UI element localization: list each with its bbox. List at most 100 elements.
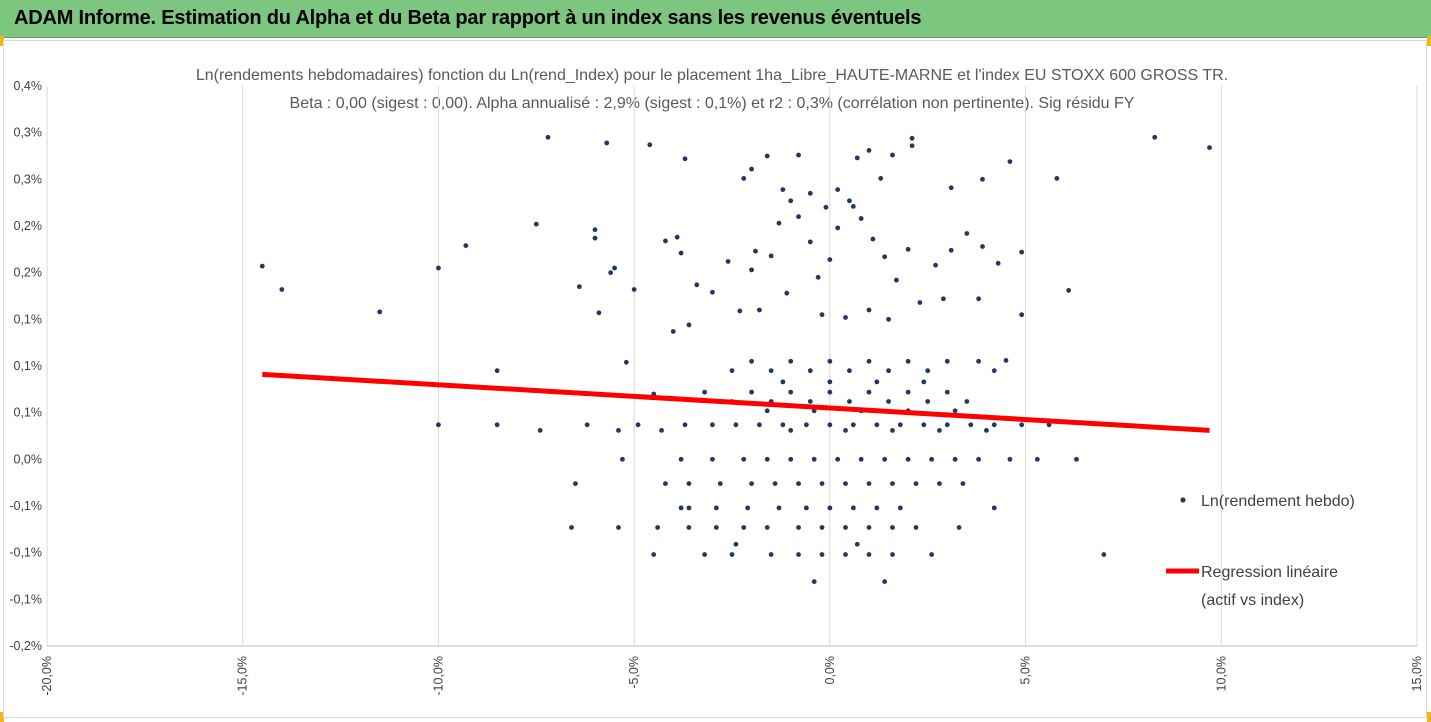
data-point <box>858 456 864 462</box>
y-tick-label: 0,2% <box>14 219 43 233</box>
data-point <box>803 422 809 428</box>
corner-accent-right <box>1427 36 1431 46</box>
data-point <box>647 142 653 148</box>
data-point <box>776 505 782 511</box>
data-point <box>807 368 813 374</box>
x-tick-label: -10,0% <box>431 656 445 696</box>
data-point <box>576 284 582 290</box>
data-point <box>835 456 841 462</box>
data-point <box>494 368 500 374</box>
data-point <box>854 541 860 547</box>
data-point <box>612 265 617 271</box>
data-point <box>596 310 602 316</box>
x-tick-label: -5,0% <box>627 656 641 689</box>
y-tick-label: -0,1% <box>9 546 42 560</box>
data-point <box>819 312 825 318</box>
data-point <box>768 368 774 374</box>
data-point <box>678 250 684 256</box>
data-point <box>725 259 731 264</box>
data-point <box>682 422 688 428</box>
data-point <box>702 389 707 395</box>
data-point <box>788 358 794 364</box>
legend-marker-points <box>1180 497 1186 503</box>
data-point <box>890 525 895 530</box>
data-point <box>995 260 1001 266</box>
data-point <box>984 428 989 433</box>
data-point <box>819 481 825 486</box>
data-point <box>866 525 872 530</box>
data-point <box>866 481 872 486</box>
y-tick-label: 0,4% <box>14 79 43 93</box>
data-point <box>944 422 950 428</box>
corner-accent-bottom-right <box>1427 712 1431 722</box>
data-point <box>1003 358 1009 363</box>
data-point <box>710 456 715 462</box>
data-point <box>811 579 817 584</box>
data-point <box>952 408 958 414</box>
corner-accent-left <box>0 36 4 46</box>
data-point <box>733 422 739 428</box>
data-point <box>796 214 801 220</box>
data-point <box>980 244 985 249</box>
data-point <box>788 198 794 204</box>
data-point <box>827 422 833 428</box>
x-tick-label: 0,0% <box>823 656 837 685</box>
data-point <box>811 456 817 462</box>
data-point <box>788 428 794 433</box>
data-point <box>377 309 383 315</box>
data-point <box>717 481 723 486</box>
data-point <box>678 505 684 511</box>
data-point <box>788 456 794 462</box>
data-point <box>819 552 825 557</box>
data-point <box>870 236 876 242</box>
data-point <box>616 428 621 433</box>
y-tick-label: 0,0% <box>14 452 43 466</box>
data-point <box>635 422 641 428</box>
data-point <box>796 525 801 530</box>
data-point <box>729 552 735 557</box>
data-point <box>866 307 872 313</box>
data-point <box>757 307 762 313</box>
data-point <box>807 239 813 245</box>
data-point <box>1019 249 1025 255</box>
data-point <box>976 456 981 462</box>
data-point <box>921 379 927 385</box>
data-point <box>956 525 962 530</box>
data-point <box>929 456 935 462</box>
data-point <box>886 399 891 404</box>
data-point <box>764 456 770 462</box>
data-point <box>854 155 860 161</box>
data-point <box>976 358 981 364</box>
data-point <box>897 422 903 428</box>
data-point <box>827 505 833 511</box>
data-point <box>1019 312 1025 318</box>
data-point <box>952 456 958 462</box>
data-point <box>436 265 441 271</box>
data-point <box>780 379 786 385</box>
data-point <box>819 525 825 530</box>
data-point <box>835 225 841 231</box>
data-point <box>533 221 539 227</box>
data-point <box>882 456 888 462</box>
data-point <box>1054 176 1060 181</box>
data-point <box>991 368 997 374</box>
data-point <box>749 267 754 273</box>
data-point <box>741 176 747 181</box>
regression-line <box>262 371 1210 433</box>
data-point <box>749 389 754 395</box>
chart-title: Ln(rendements hebdomadaires) fonction du… <box>196 67 1228 84</box>
data-point <box>913 481 919 486</box>
data-point <box>592 235 598 241</box>
data-point <box>772 481 778 486</box>
data-point <box>890 552 895 557</box>
data-point <box>835 187 841 193</box>
data-point <box>780 422 786 428</box>
data-point <box>1207 145 1212 151</box>
data-point <box>749 481 754 486</box>
x-tick-label: -20,0% <box>40 656 54 696</box>
y-tick-label: 0,1% <box>14 406 43 420</box>
data-point <box>866 358 872 364</box>
data-point <box>733 541 739 547</box>
data-point <box>663 238 668 244</box>
